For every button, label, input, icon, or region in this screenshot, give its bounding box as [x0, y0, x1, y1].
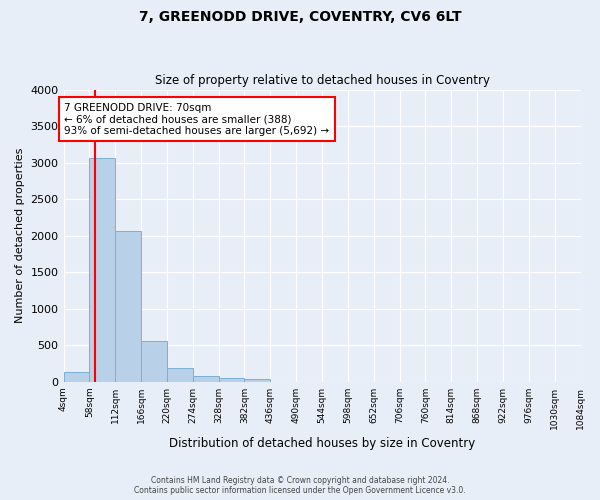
Bar [141, 341, 167, 382]
Text: 7 GREENODD DRIVE: 70sqm
← 6% of detached houses are smaller (388)
93% of semi-de: 7 GREENODD DRIVE: 70sqm ← 6% of detached… [64, 102, 329, 136]
Bar [64, 372, 89, 382]
Text: Contains HM Land Registry data © Crown copyright and database right 2024.
Contai: Contains HM Land Registry data © Crown c… [134, 476, 466, 495]
Title: Size of property relative to detached houses in Coventry: Size of property relative to detached ho… [155, 74, 490, 87]
Bar [89, 158, 115, 382]
Bar [244, 379, 271, 382]
Bar [115, 231, 141, 382]
Bar [167, 368, 193, 382]
Bar [218, 378, 244, 382]
Y-axis label: Number of detached properties: Number of detached properties [15, 148, 25, 324]
Text: 7, GREENODD DRIVE, COVENTRY, CV6 6LT: 7, GREENODD DRIVE, COVENTRY, CV6 6LT [139, 10, 461, 24]
Bar [193, 376, 218, 382]
X-axis label: Distribution of detached houses by size in Coventry: Distribution of detached houses by size … [169, 437, 475, 450]
